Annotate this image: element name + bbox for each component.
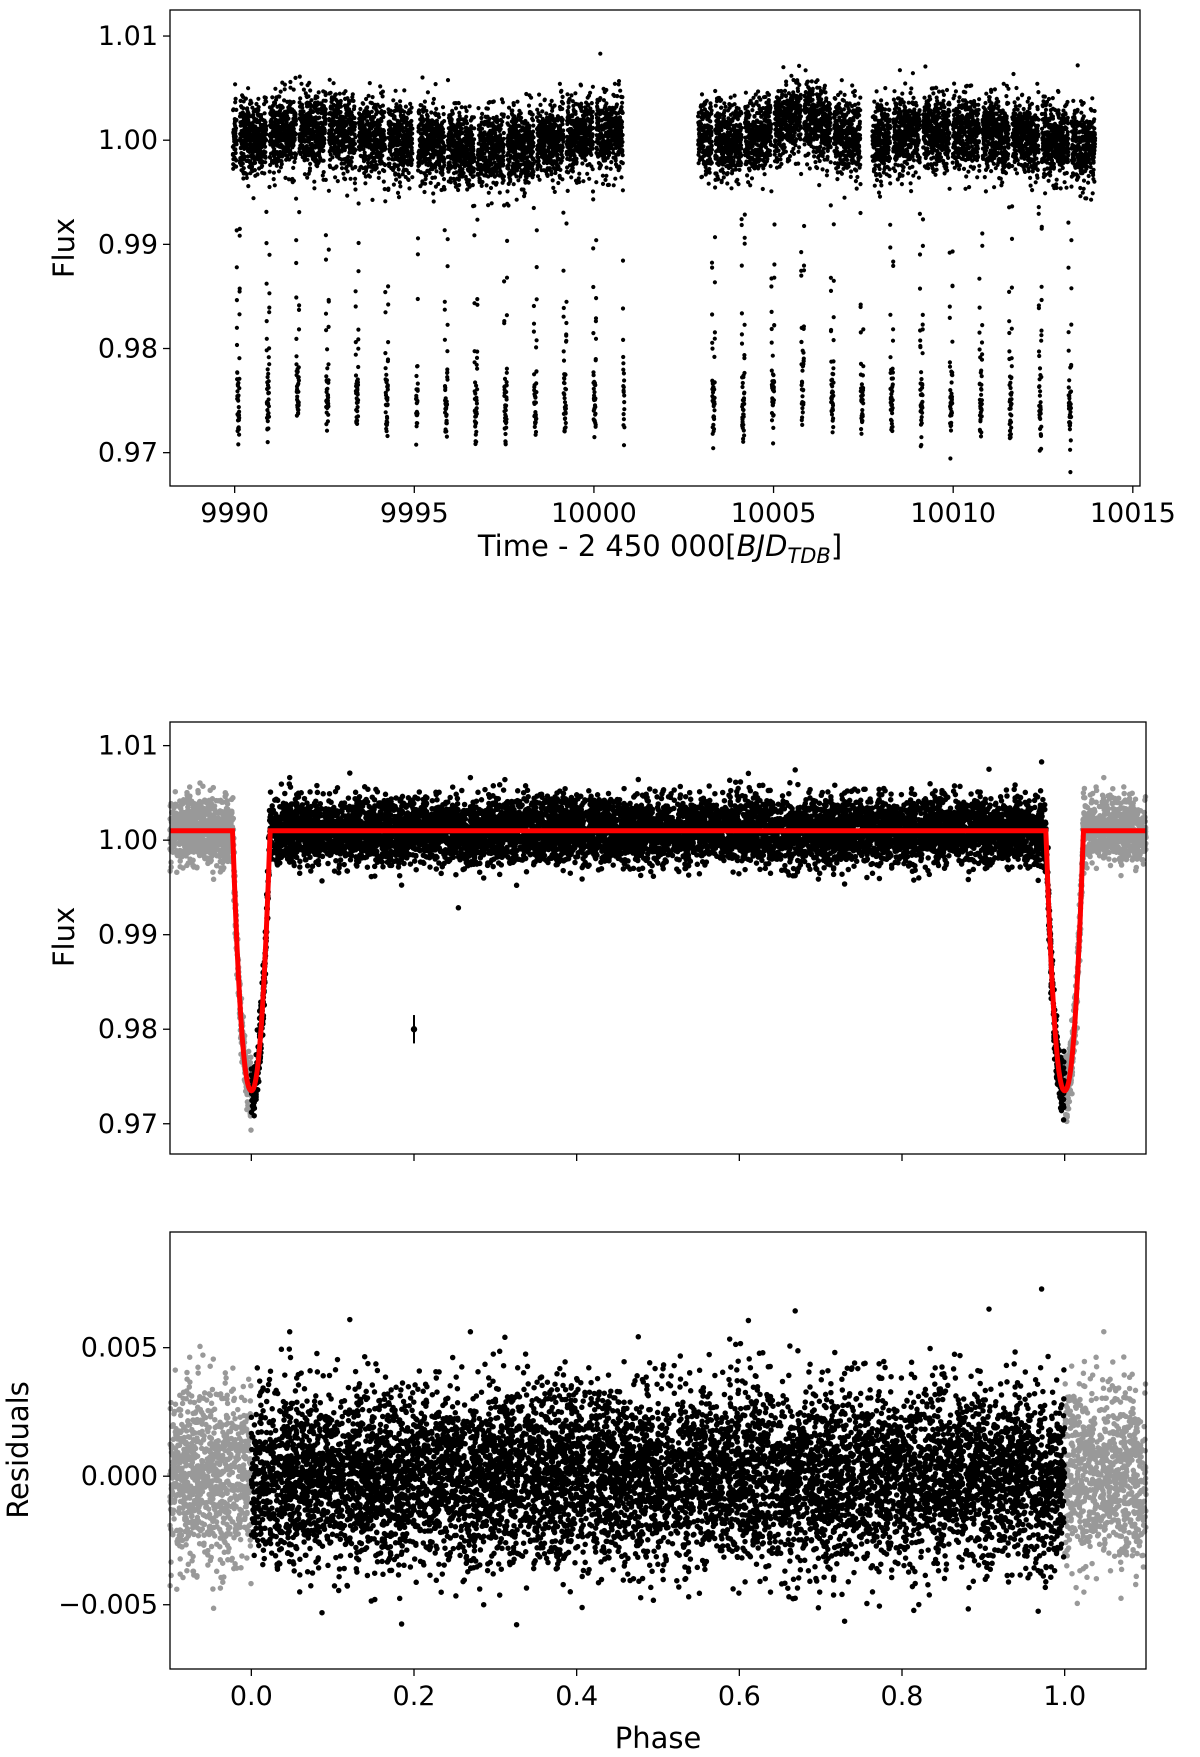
error-bar-point — [410, 1026, 418, 1033]
y-tick-label: 0.99 — [98, 920, 158, 951]
phase-folded-frame — [169, 721, 1147, 1155]
wrapped-residual-points — [167, 1328, 1149, 1612]
y-tick-label: 1.00 — [98, 825, 158, 856]
y-tick-label: 0.97 — [98, 1109, 158, 1140]
y-tick-label: 0.005 — [81, 1333, 158, 1364]
residuals-x-label: Phase — [615, 1721, 702, 1755]
lightcurve-y-ticks: 0.97 0.98 0.99 1.00 1.01 — [98, 21, 170, 469]
x-tick-label: 10000 — [551, 498, 637, 529]
x-tick-label: 0.0 — [230, 1681, 273, 1712]
y-tick-label: −0.005 — [58, 1590, 158, 1621]
x-tick-label: 0.6 — [718, 1681, 761, 1712]
lightcurve-x-label: Time - 2 450 000[BJDTDB] — [477, 529, 842, 568]
phase-folded-points — [167, 759, 1149, 1133]
phase-folded-point-cloud — [248, 759, 1068, 1123]
y-tick-label: 1.01 — [98, 731, 158, 762]
residuals-y-ticks: −0.005 0.000 0.005 — [58, 1333, 170, 1621]
y-tick-label: 1.01 — [98, 21, 158, 52]
residual-point-cloud — [248, 1286, 1068, 1628]
x-tick-label: 9990 — [200, 498, 269, 529]
lightcurve-y-label: Flux — [47, 218, 81, 278]
y-tick-label: 0.99 — [98, 229, 158, 260]
residual-points — [167, 1286, 1149, 1628]
lightcurve-panel: 9990 9995 10000 10005 10010 10015 0.970.980.9… — [47, 9, 1176, 568]
lightcurve-points — [230, 51, 1098, 475]
wrapped-phase-points — [167, 774, 1149, 1133]
x-tick-label: 0.8 — [881, 1681, 924, 1712]
lightcurve-x-ticks: 9990 9995 10000 10005 10010 10015 — [200, 486, 1176, 529]
lightcurve-point-cloud — [230, 51, 1098, 475]
x-tick-label: 9995 — [380, 498, 449, 529]
residuals-x-ticks: 0.0 0.2 0.4 0.6 0.8 1.0 — [230, 1669, 1086, 1712]
x-tick-label: 10005 — [731, 498, 817, 529]
phase-folded-y-ticks: 0.97 0.98 0.99 1.00 1.01 — [98, 731, 170, 1140]
residuals-frame — [169, 1231, 1147, 1670]
x-tick-label: 0.4 — [555, 1681, 598, 1712]
x-tick-label: 1.0 — [1043, 1681, 1086, 1712]
error-bar-example — [410, 1015, 418, 1044]
x-tick-label: 10010 — [910, 498, 996, 529]
phase-folded-x-ticks — [250, 1154, 1066, 1161]
y-tick-label: 0.97 — [98, 438, 158, 469]
x-tick-label: 10015 — [1090, 498, 1176, 529]
phase-folded-panel: 0.97 0.98 0.99 1.00 1.01 Flux — [47, 721, 1149, 1161]
x-tick-label: 0.2 — [393, 1681, 436, 1712]
y-tick-label: 0.98 — [98, 334, 158, 365]
phase-folded-y-label: Flux — [47, 907, 81, 967]
y-tick-label: 1.00 — [98, 125, 158, 156]
residuals-panel: 0.0 0.2 0.4 0.6 0.8 1.0 −0.005 0.000 0.005 Resi… — [1, 1231, 1149, 1755]
transit-model-line — [170, 828, 1146, 1094]
y-tick-label: 0.000 — [81, 1461, 158, 1492]
lightcurve-frame — [169, 9, 1141, 487]
residuals-y-label: Residuals — [1, 1381, 35, 1519]
y-tick-label: 0.98 — [98, 1014, 158, 1045]
